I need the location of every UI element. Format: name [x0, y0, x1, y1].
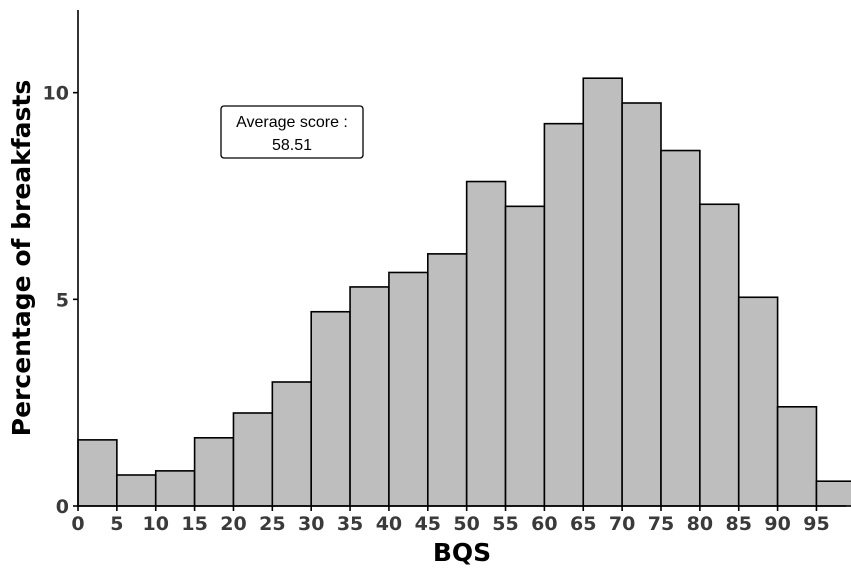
- bar-10: [154, 470, 196, 507]
- x-tick-label-5: 5: [110, 513, 123, 535]
- y-axis-title: Percentage of breakfasts: [7, 80, 36, 436]
- x-tick-label-60: 60: [531, 513, 557, 535]
- average-score-annotation: Average score : 58.51: [220, 105, 364, 159]
- bar-75: [660, 149, 701, 507]
- bar-50: [465, 180, 507, 507]
- y-tick-label-10: 10: [43, 83, 69, 105]
- bar-40: [388, 271, 429, 507]
- bar-15: [193, 436, 235, 507]
- y-tick-label-0: 0: [56, 496, 69, 518]
- bar-95: [815, 480, 851, 507]
- x-tick-label-55: 55: [492, 513, 518, 535]
- x-tick-label-65: 65: [570, 513, 596, 535]
- x-axis-title: BQS: [433, 538, 491, 567]
- x-tick-label-40: 40: [376, 513, 402, 535]
- bar-80: [699, 203, 740, 507]
- x-tick-label-70: 70: [609, 513, 635, 535]
- annotation-label: Average score :: [236, 114, 348, 131]
- x-tick-label-75: 75: [648, 513, 674, 535]
- annotation-value: 58.51: [272, 137, 312, 154]
- bar-45: [426, 253, 468, 507]
- bar-25: [271, 381, 312, 507]
- x-tick-label-15: 15: [181, 513, 207, 535]
- bar-70: [621, 102, 662, 507]
- x-tick-label-80: 80: [687, 513, 713, 535]
- bar-85: [737, 296, 779, 507]
- x-ticks-group: 0 5 10 15 20 25 30 35 40 45 50 55 60 65 70 75 80 85 90 95: [71, 506, 830, 535]
- x-tick-label-90: 90: [764, 513, 790, 535]
- x-tick-label-50: 50: [453, 513, 479, 535]
- bar-5: [116, 474, 157, 507]
- y-tick-label-5: 5: [56, 289, 69, 311]
- x-tick-label-10: 10: [143, 513, 169, 535]
- bar-55: [504, 205, 546, 507]
- x-tick-label-35: 35: [337, 513, 363, 535]
- bar-30: [310, 310, 351, 507]
- x-tick-label-25: 25: [259, 513, 285, 535]
- bar-35: [349, 286, 390, 507]
- bar-60: [543, 122, 585, 507]
- x-tick-label-0: 0: [71, 513, 84, 535]
- annotation-box: [220, 105, 364, 159]
- x-tick-label-45: 45: [415, 513, 441, 535]
- x-tick-label-20: 20: [220, 513, 246, 535]
- x-tick-label-95: 95: [803, 513, 829, 535]
- x-tick-label-30: 30: [298, 513, 324, 535]
- bar-0: [77, 439, 118, 507]
- bars-group: [77, 77, 851, 507]
- bar-20: [232, 412, 274, 507]
- bar-90: [776, 405, 818, 507]
- bar-65: [582, 77, 623, 507]
- x-tick-label-85: 85: [726, 513, 752, 535]
- y-ticks-group: 0 5 10: [43, 83, 78, 518]
